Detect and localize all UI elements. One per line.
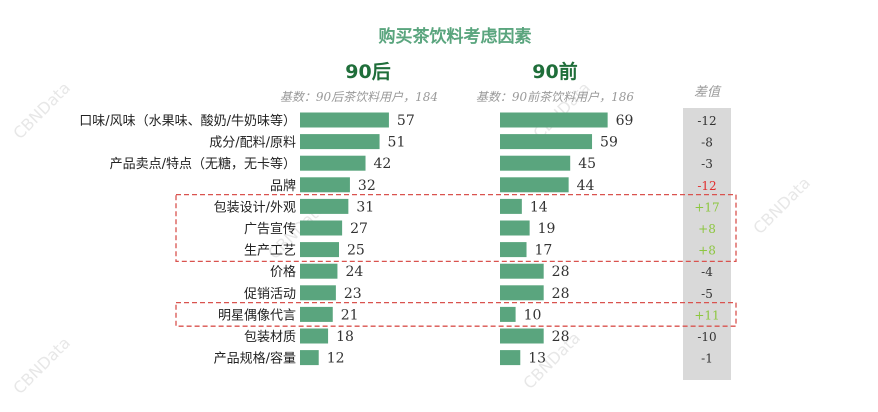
highlight-box (175, 301, 737, 327)
diff-value: +8 (698, 222, 716, 236)
bar-90hou (300, 263, 338, 279)
category-label: 广告宣传 (244, 221, 296, 237)
diff-panel (683, 108, 731, 380)
diff-value: -3 (701, 157, 713, 171)
data-label-90qian: 44 (577, 178, 595, 194)
data-label-90qian: 28 (552, 264, 570, 280)
bar-90hou (300, 112, 389, 128)
diff-value: -5 (701, 287, 713, 301)
category-label: 包装材质 (244, 330, 296, 345)
data-label-90qian: 10 (524, 307, 542, 323)
category-label: 成分/配料/原料 (209, 136, 296, 151)
data-label-90hou: 25 (347, 243, 365, 259)
category-label: 产品卖点/特点（无糖，无卡等） (110, 156, 296, 172)
data-label-90hou: 32 (358, 178, 376, 194)
category-label: 价格 (270, 264, 296, 280)
data-label-90qian: 69 (616, 113, 634, 129)
highlight-layer (175, 193, 737, 327)
highlight-box (175, 193, 737, 263)
watermark-text: CBNData (749, 173, 814, 238)
bar-90qian (500, 242, 527, 258)
bar-90qian (500, 263, 544, 279)
diff-value: -10 (697, 330, 716, 344)
bar-90hou (300, 285, 336, 301)
series-title-2: 90前 (532, 60, 577, 83)
series-base-1: 基数：90后茶饮料用户，184 (280, 90, 438, 104)
data-label-90hou: 12 (327, 351, 345, 367)
data-label-90hou: 42 (374, 156, 392, 172)
bar-90hou (300, 220, 343, 236)
watermark-text: CBNData (9, 78, 74, 143)
bar-90hou (300, 134, 380, 150)
bar-90hou (300, 177, 350, 193)
data-label-90hou: 51 (388, 135, 406, 151)
diff-value: -12 (697, 114, 716, 128)
data-label-90qian: 19 (538, 221, 556, 237)
category-label: 明星偶像代言 (218, 308, 296, 323)
diff-header: 差值 (694, 85, 722, 100)
data-label-90hou: 23 (344, 286, 362, 302)
category-label: 促销活动 (244, 287, 296, 302)
data-label-90hou: 31 (356, 199, 374, 215)
data-label-90qian: 13 (528, 351, 546, 367)
bar-90qian (500, 155, 571, 171)
data-label-90qian: 17 (535, 243, 553, 259)
data-label-90qian: 28 (552, 329, 570, 345)
diff-value: +8 (698, 244, 716, 258)
watermark-text: CBNData (9, 333, 74, 398)
data-label-90hou: 18 (336, 329, 354, 345)
bar-90qian (500, 220, 530, 236)
data-label-90hou: 57 (397, 113, 415, 129)
bar-90qian (500, 198, 522, 214)
diff-value: +17 (694, 200, 719, 214)
category-label: 生产工艺 (244, 244, 296, 259)
series-title-1: 90后 (345, 61, 390, 83)
bar-90qian (500, 350, 521, 366)
category-label: 口味/风味（水果味、酸奶/牛奶味等） (79, 113, 296, 129)
diff-value: -4 (701, 265, 713, 279)
watermark-text: CBNData (529, 78, 594, 143)
diff-value: -1 (701, 352, 713, 366)
data-label-90hou: 27 (350, 221, 368, 237)
data-label-90hou: 24 (345, 264, 363, 280)
bar-90hou (300, 198, 349, 214)
bars-layer: 口味/风味（水果味、酸奶/牛奶味等） 57 69 -12 成分/配料/原料 51 59 -8 产… (79, 112, 720, 367)
bar-90qian (500, 177, 569, 193)
data-label-90qian: 28 (552, 286, 570, 302)
bar-90qian (500, 134, 593, 150)
bar-90qian (500, 328, 544, 344)
category-label: 品牌 (270, 178, 296, 194)
data-label-90qian: 59 (600, 135, 618, 151)
bar-90hou (300, 155, 366, 171)
bar-90qian (500, 285, 544, 301)
series-base-2: 基数：90前茶饮料用户，186 (476, 90, 635, 104)
bar-90qian (500, 306, 516, 322)
chart-title: 购买茶饮料考虑因素 (379, 26, 532, 47)
bar-90qian (500, 112, 608, 128)
bar-90hou (300, 328, 329, 344)
diff-value: -8 (701, 136, 713, 150)
bar-90hou (300, 242, 339, 258)
bar-90hou (300, 306, 333, 322)
category-label: 产品规格/容量 (214, 351, 296, 367)
bar-90hou (300, 350, 319, 366)
diff-value: -12 (697, 179, 716, 193)
diff-value: +11 (694, 308, 719, 322)
data-label-90qian: 14 (530, 199, 548, 215)
data-label-90qian: 45 (578, 156, 596, 172)
category-label: 包装设计/外观 (214, 200, 296, 215)
data-label-90hou: 21 (341, 307, 359, 323)
